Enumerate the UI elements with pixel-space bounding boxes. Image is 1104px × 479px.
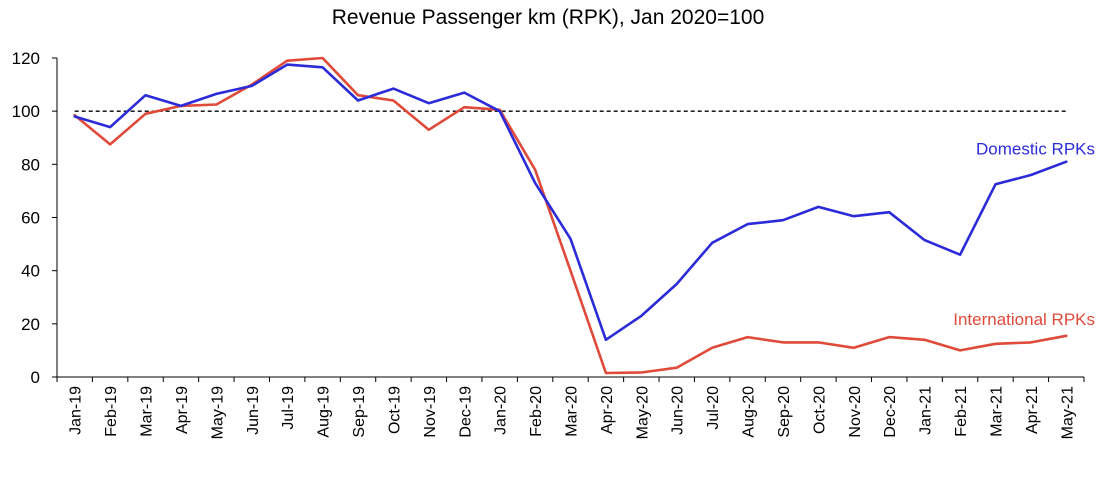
series-line-domestic-rpks [73, 63, 1068, 342]
y-tick-label: 40 [21, 262, 40, 281]
x-tick-label: Mar-21 [988, 386, 1005, 437]
x-tick-label: Apr-20 [599, 386, 616, 434]
x-tick-label: Aug-19 [316, 386, 333, 438]
x-tick-label: Dec-19 [457, 386, 474, 438]
x-tick-label: Jan-19 [68, 386, 85, 435]
x-tick-label: Feb-19 [103, 386, 120, 437]
x-tick-label: Jun-20 [670, 386, 687, 435]
x-tick-label: Feb-21 [953, 386, 970, 437]
y-tick-label: 120 [12, 49, 40, 68]
y-tick-label: 60 [21, 209, 40, 228]
y-tick-label: 100 [12, 102, 40, 121]
x-tick-label: Feb-20 [528, 386, 545, 437]
y-tick-label: 20 [21, 315, 40, 334]
x-tick-label: Jul-19 [280, 386, 297, 430]
x-tick-label: Dec-20 [882, 386, 899, 438]
x-tick-label: Nov-20 [847, 386, 864, 438]
axes: 0 20 40 60 80 100 120 Jan-19 Feb-19 Mar-19 Apr-19 M… [12, 49, 1085, 439]
series-group [73, 56, 1068, 375]
y-tick-label: 0 [31, 368, 40, 387]
x-tick-label: Jun-19 [245, 386, 262, 435]
x-tick-label: Oct-20 [811, 386, 828, 434]
x-tick-label: Nov-19 [422, 386, 439, 438]
x-tick-label: Apr-21 [1024, 386, 1041, 434]
x-tick-label: May-20 [634, 386, 651, 439]
x-tick-label: Aug-20 [741, 386, 758, 438]
x-tick-label: Apr-19 [174, 386, 191, 434]
series-label-domestic-rpks: Domestic RPKs [976, 140, 1095, 159]
x-tick-label: Mar-20 [564, 386, 581, 437]
y-tick-label: 80 [21, 155, 40, 174]
x-tick-label: Jan-20 [493, 386, 510, 435]
x-tick-label: Sep-20 [776, 386, 793, 438]
series-line-international-rpks [73, 56, 1068, 375]
x-tick-label: Oct-19 [386, 386, 403, 434]
x-tick-label: Mar-19 [139, 386, 156, 437]
x-tick-label: May-19 [209, 386, 226, 439]
series-labels: Domestic RPKs International RPKs [953, 140, 1095, 329]
x-tick-label: Jul-20 [705, 386, 722, 430]
x-tick-label: May-21 [1059, 386, 1076, 439]
x-tick-label: Jan-21 [918, 386, 935, 435]
x-tick-label: Sep-19 [351, 386, 368, 438]
series-label-international-rpks: International RPKs [953, 310, 1095, 329]
chart-title: Revenue Passenger km (RPK), Jan 2020=100 [332, 6, 765, 29]
